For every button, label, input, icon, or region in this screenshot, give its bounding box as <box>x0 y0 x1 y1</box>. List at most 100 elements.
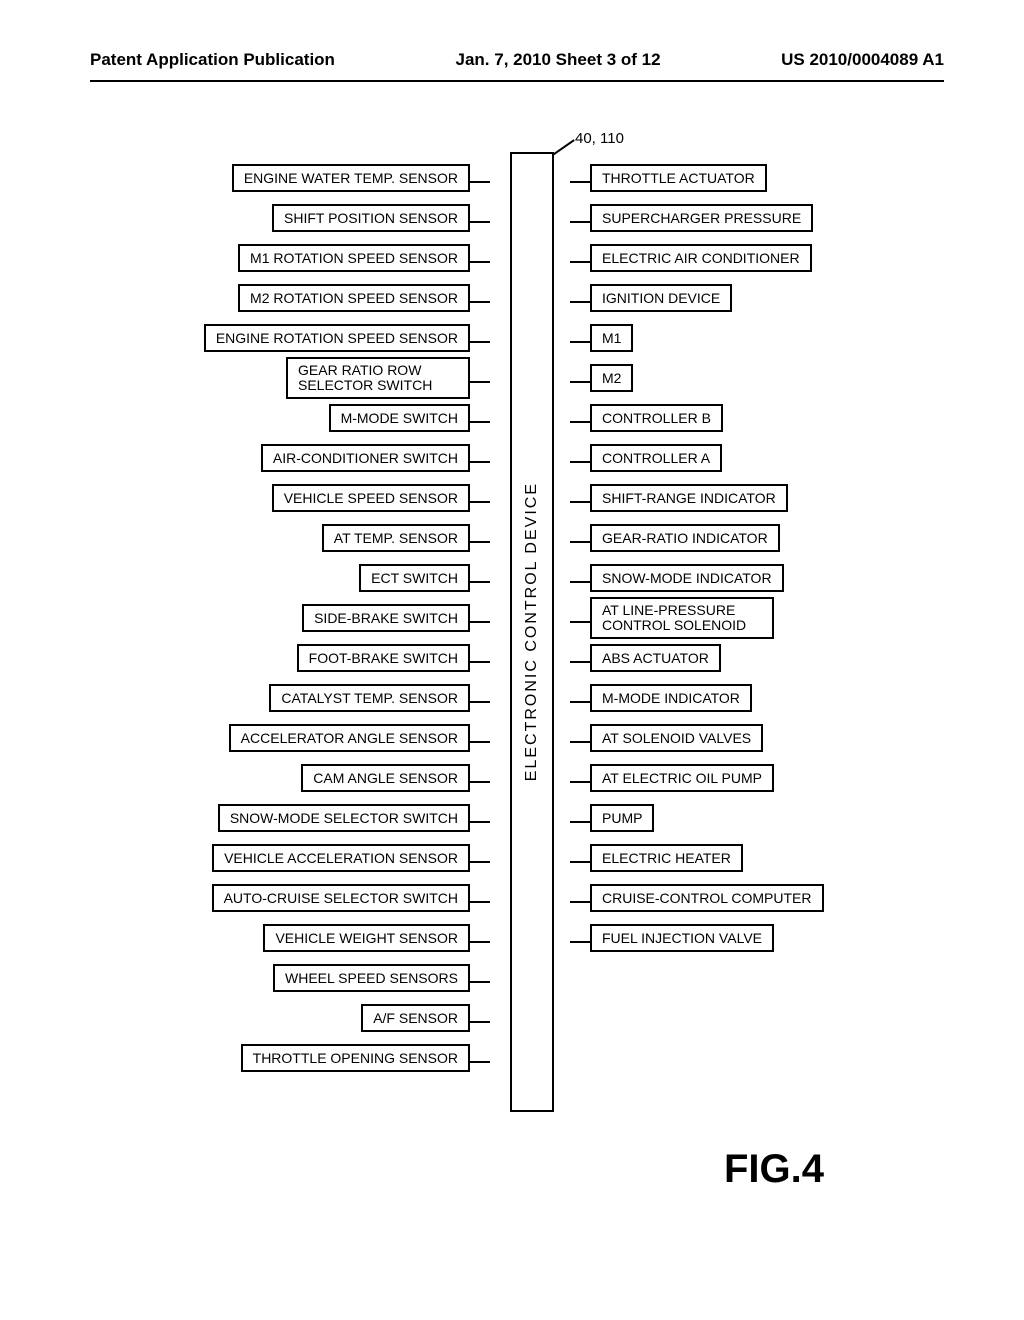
input-row: CATALYST TEMP. SENSOR <box>90 682 490 722</box>
output-row: CONTROLLER A <box>570 442 930 482</box>
block-diagram: 40, 110 ELECTRONIC CONTROL DEVICE ENGINE… <box>90 142 944 1222</box>
output-box: THROTTLE ACTUATOR <box>590 164 767 192</box>
output-row: M-MODE INDICATOR <box>570 682 930 722</box>
connector-line <box>570 181 590 183</box>
connector-line <box>570 221 590 223</box>
connector-line <box>470 181 490 183</box>
output-box: PUMP <box>590 804 654 832</box>
input-box: VEHICLE SPEED SENSOR <box>272 484 470 512</box>
input-row: SHIFT POSITION SENSOR <box>90 202 490 242</box>
input-box: SIDE-BRAKE SWITCH <box>302 604 470 632</box>
connector-line <box>570 821 590 823</box>
input-box: THROTTLE OPENING SENSOR <box>241 1044 470 1072</box>
input-row: GEAR RATIO ROW SELECTOR SWITCH <box>90 362 490 402</box>
connector-line <box>570 661 590 663</box>
connector-line <box>470 701 490 703</box>
connector-line <box>470 1061 490 1063</box>
input-row: AIR-CONDITIONER SWITCH <box>90 442 490 482</box>
output-row: CRUISE-CONTROL COMPUTER <box>570 882 930 922</box>
connector-line <box>470 741 490 743</box>
connector-line <box>470 381 490 383</box>
connector-line <box>470 461 490 463</box>
input-row: VEHICLE WEIGHT SENSOR <box>90 922 490 962</box>
connector-line <box>470 221 490 223</box>
output-box: AT SOLENOID VALVES <box>590 724 763 752</box>
output-row: SHIFT-RANGE INDICATOR <box>570 482 930 522</box>
input-box: WHEEL SPEED SENSORS <box>273 964 470 992</box>
output-box: CRUISE-CONTROL COMPUTER <box>590 884 824 912</box>
input-row: VEHICLE ACCELERATION SENSOR <box>90 842 490 882</box>
connector-line <box>470 981 490 983</box>
input-row: A/F SENSOR <box>90 1002 490 1042</box>
connector-line <box>570 621 590 623</box>
connector-line <box>570 781 590 783</box>
connector-line <box>470 261 490 263</box>
connector-line <box>470 661 490 663</box>
connector-line <box>470 941 490 943</box>
outputs-column: THROTTLE ACTUATOR SUPERCHARGER PRESSURE EL… <box>570 162 930 962</box>
output-box: SNOW-MODE INDICATOR <box>590 564 784 592</box>
output-box: SUPERCHARGER PRESSURE <box>590 204 813 232</box>
output-row: CONTROLLER B <box>570 402 930 442</box>
output-row: AT SOLENOID VALVES <box>570 722 930 762</box>
input-box: SHIFT POSITION SENSOR <box>272 204 470 232</box>
page-header: Patent Application Publication Jan. 7, 2… <box>90 50 944 82</box>
output-box: M2 <box>590 364 633 392</box>
output-row: ELECTRIC HEATER <box>570 842 930 882</box>
input-box: GEAR RATIO ROW SELECTOR SWITCH <box>286 357 470 400</box>
output-box: M-MODE INDICATOR <box>590 684 752 712</box>
connector-line <box>570 901 590 903</box>
output-box: M1 <box>590 324 633 352</box>
output-box: AT ELECTRIC OIL PUMP <box>590 764 774 792</box>
output-row: AT LINE-PRESSURE CONTROL SOLENOID <box>570 602 930 642</box>
connector-line <box>570 381 590 383</box>
input-box: ENGINE WATER TEMP. SENSOR <box>232 164 470 192</box>
input-box: FOOT-BRAKE SWITCH <box>297 644 470 672</box>
input-box: M-MODE SWITCH <box>329 404 470 432</box>
output-box: GEAR-RATIO INDICATOR <box>590 524 780 552</box>
output-box: ELECTRIC HEATER <box>590 844 743 872</box>
connector-line <box>470 821 490 823</box>
input-box: CATALYST TEMP. SENSOR <box>269 684 470 712</box>
header-center: Jan. 7, 2010 Sheet 3 of 12 <box>456 50 661 70</box>
connector-line <box>470 581 490 583</box>
output-box: ABS ACTUATOR <box>590 644 721 672</box>
input-row: ACCELERATOR ANGLE SENSOR <box>90 722 490 762</box>
input-row: FOOT-BRAKE SWITCH <box>90 642 490 682</box>
connector-line <box>470 501 490 503</box>
output-box: CONTROLLER A <box>590 444 722 472</box>
input-box: VEHICLE ACCELERATION SENSOR <box>212 844 470 872</box>
output-row: GEAR-RATIO INDICATOR <box>570 522 930 562</box>
output-row: THROTTLE ACTUATOR <box>570 162 930 202</box>
ref-leader-line <box>553 139 576 157</box>
connector-line <box>470 1021 490 1023</box>
output-row: FUEL INJECTION VALVE <box>570 922 930 962</box>
input-row: SNOW-MODE SELECTOR SWITCH <box>90 802 490 842</box>
connector-line <box>470 781 490 783</box>
connector-line <box>570 541 590 543</box>
output-row: SUPERCHARGER PRESSURE <box>570 202 930 242</box>
input-box: M2 ROTATION SPEED SENSOR <box>238 284 470 312</box>
input-box: M1 ROTATION SPEED SENSOR <box>238 244 470 272</box>
input-row: SIDE-BRAKE SWITCH <box>90 602 490 642</box>
connector-line <box>470 341 490 343</box>
connector-line <box>470 901 490 903</box>
output-row: AT ELECTRIC OIL PUMP <box>570 762 930 802</box>
central-control-device: ELECTRONIC CONTROL DEVICE <box>510 152 554 1112</box>
connector-line <box>570 461 590 463</box>
input-row: ECT SWITCH <box>90 562 490 602</box>
connector-line <box>570 741 590 743</box>
connector-line <box>570 861 590 863</box>
header-right: US 2010/0004089 A1 <box>781 50 944 70</box>
input-row: ENGINE WATER TEMP. SENSOR <box>90 162 490 202</box>
output-box: IGNITION DEVICE <box>590 284 732 312</box>
output-box: CONTROLLER B <box>590 404 723 432</box>
input-box: CAM ANGLE SENSOR <box>301 764 470 792</box>
connector-line <box>570 701 590 703</box>
connector-line <box>570 501 590 503</box>
input-row: M1 ROTATION SPEED SENSOR <box>90 242 490 282</box>
input-box: AUTO-CRUISE SELECTOR SWITCH <box>212 884 470 912</box>
output-box: AT LINE-PRESSURE CONTROL SOLENOID <box>590 597 774 640</box>
page: Patent Application Publication Jan. 7, 2… <box>0 0 1024 1320</box>
reference-numbers: 40, 110 <box>575 130 624 147</box>
